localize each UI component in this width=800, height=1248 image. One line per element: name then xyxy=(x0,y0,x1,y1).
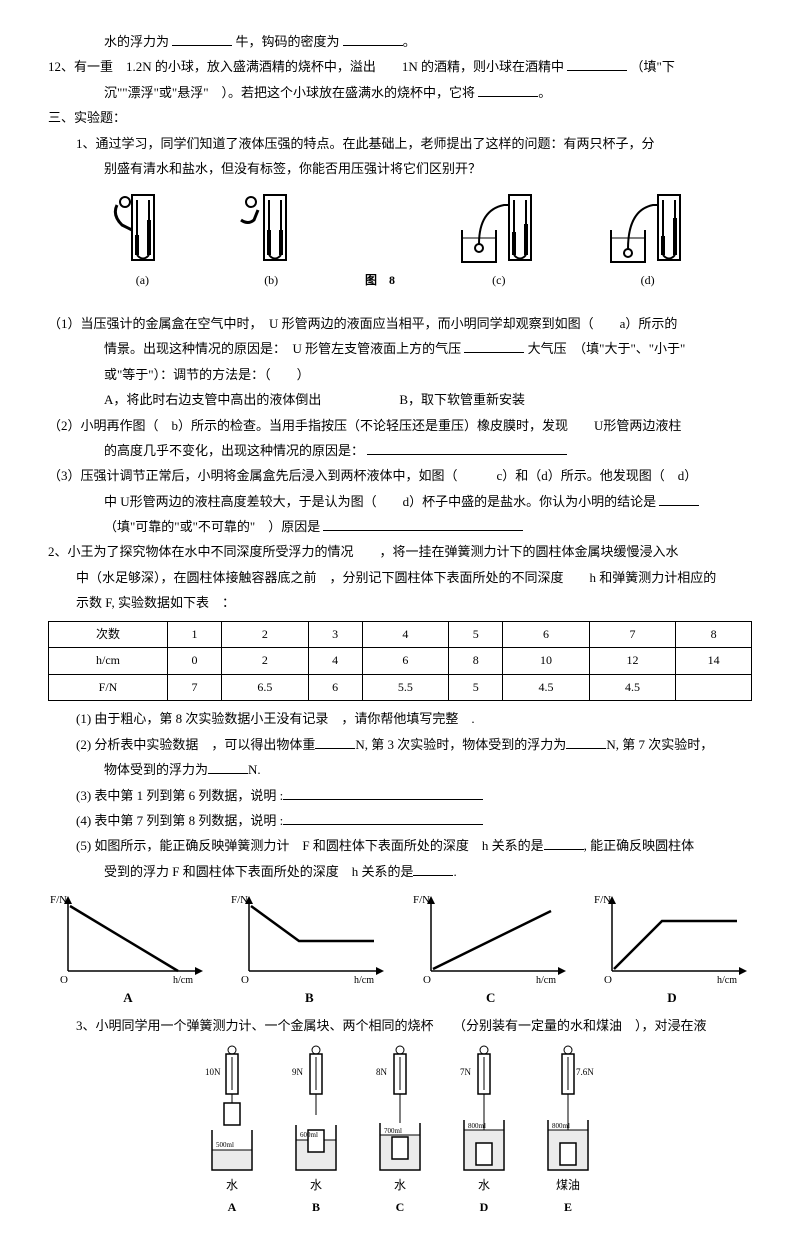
chart-b: F/N h/cm O B xyxy=(229,891,389,1009)
section3-title: 三、实验题： xyxy=(48,106,752,129)
svg-text:h/cm: h/cm xyxy=(354,975,374,986)
q3-2c: 示数 F, 实验数据如下表 ： xyxy=(48,591,752,614)
svg-text:F/N: F/N xyxy=(231,894,248,906)
beaker-c: 8N 700ml 水 C xyxy=(370,1045,430,1218)
svg-text:F/N: F/N xyxy=(413,894,430,906)
svg-text:O: O xyxy=(423,974,431,986)
beaker-d: 7N 800ml 水 D xyxy=(454,1045,514,1218)
q3-1-1b: 情景。出现这种情况的原因是： U 形管左支管液面上方的气压 大气压 （填"大于"… xyxy=(48,337,752,360)
q3-1-3b: 中 U形管两边的液柱高度差较大，于是认为图（ d）杯子中盛的是盐水。你认为小明的… xyxy=(48,490,752,513)
svg-text:9N: 9N xyxy=(292,1067,304,1077)
svg-text:800ml: 800ml xyxy=(552,1122,570,1130)
table-row-header: 次数12345678 xyxy=(49,621,752,648)
q3-2-3: (3) 表中第 1 列到第 6 列数据，说明 : xyxy=(48,784,752,807)
q3-2: 2、小王为了探究物体在水中不同深度所受浮力的情况 ，将一挂在弹簧测力计下的圆柱体… xyxy=(48,540,752,563)
blank[interactable] xyxy=(323,517,523,531)
text2: 牛，钩码的密度为 xyxy=(236,34,340,49)
chart-d: F/N h/cm O D xyxy=(592,891,752,1009)
blank[interactable] xyxy=(566,735,606,749)
svg-text:O: O xyxy=(241,974,249,986)
diagram-a: (a) xyxy=(107,190,177,292)
q3-2-2d: 物体受到的浮力为N. xyxy=(48,758,752,781)
q3-2-2: (2) 分析表中实验数据 ，可以得出物体重N, 第 3 次实验时，物体受到的浮力… xyxy=(48,733,752,756)
blank[interactable] xyxy=(172,32,232,46)
beaker-e: 7.6N 800ml 煤油 E xyxy=(538,1045,598,1218)
blank[interactable] xyxy=(413,862,453,876)
blank[interactable] xyxy=(208,760,248,774)
svg-text:F/N: F/N xyxy=(594,894,611,906)
q3-2-5: (5) 如图所示，能正确反映弹簧测力计 F 和圆柱体下表面所处的深度 h 关系的… xyxy=(48,834,752,857)
q3-1-3c: （填"可靠的"或"不可靠的" ）原因是 xyxy=(48,515,752,538)
q3-2-4: (4) 表中第 7 列到第 8 列数据，说明 : xyxy=(48,809,752,832)
svg-text:700ml: 700ml xyxy=(384,1127,402,1135)
q3-1-2b: 的高度几乎不变化，出现这种情况的原因是： xyxy=(48,439,752,462)
q3-1-line1: 1、通过学习，同学们知道了液体压强的特点。在此基础上，老师提出了这样的问题：有两… xyxy=(48,132,752,155)
blank[interactable] xyxy=(659,492,699,506)
svg-text:O: O xyxy=(604,974,612,986)
fn-h-charts: F/N h/cm O A F/N h/cm O B F/N h/cm O xyxy=(48,891,752,1009)
text: 水的浮力为 xyxy=(104,34,169,49)
blank[interactable] xyxy=(464,339,524,353)
q12-line1: 12、有一重 1.2N 的小球，放入盛满酒精的烧杯中，溢出 1N 的酒精，则小球… xyxy=(48,55,752,78)
svg-text:800ml: 800ml xyxy=(468,1122,486,1130)
q3-2-5c: 受到的浮力 F 和圆柱体下表面所处的深度 h 关系的是. xyxy=(48,860,752,883)
svg-text:600ml: 600ml xyxy=(300,1131,318,1139)
q3-3: 3、小明同学用一个弹簧测力计、一个金属块、两个相同的烧杯 （分别装有一定量的水和… xyxy=(48,1014,752,1037)
table-row-depth: h/cm02468101214 xyxy=(49,648,752,675)
svg-text:h/cm: h/cm xyxy=(717,975,737,986)
q3-1-1: （1）当压强计的金属盒在空气中时， U 形管两边的液面应当相平，而小明同学却观察… xyxy=(48,312,752,335)
table-row-force: F/N76.565.554.54.5 xyxy=(49,674,752,701)
diagram-label-mid: 图 8 xyxy=(365,270,395,292)
blank[interactable] xyxy=(544,836,584,850)
blank[interactable] xyxy=(283,811,483,825)
q3-1-1d: 或"等于"）：调节的方法是：（ ） xyxy=(48,363,752,386)
diagram-d: (d) xyxy=(603,190,693,292)
beaker-b: 9N 600ml 水 B xyxy=(286,1045,346,1218)
q12-line2: 沉""漂浮"或"悬浮" ）。若把这个小球放在盛满水的烧杯中，它将 。 xyxy=(48,81,752,104)
beaker-experiments: 10N 500ml 水 A 9N 600ml 水 B xyxy=(48,1045,752,1218)
diagram-c: (c) xyxy=(454,190,544,292)
beaker-a: 10N 500ml 水 A xyxy=(202,1045,262,1218)
chart-c: F/N h/cm O C xyxy=(411,891,571,1009)
q11-tail: 水的浮力为 牛，钩码的密度为 。 xyxy=(48,30,752,53)
pressure-gauge-diagrams: (a) (b) 图 8 (c) xyxy=(78,190,722,292)
diagram-b: (b) xyxy=(236,190,306,292)
blank[interactable] xyxy=(315,735,355,749)
q3-1-2: （2）小明再作图（ b）所示的检查。当用手指按压（不论轻压还是重压）橡皮膜时，发… xyxy=(48,414,752,437)
experiment-data-table: 次数12345678 h/cm02468101214 F/N76.565.554… xyxy=(48,621,752,702)
svg-text:O: O xyxy=(60,974,68,986)
svg-text:8N: 8N xyxy=(376,1067,388,1077)
chart-a: F/N h/cm O A xyxy=(48,891,208,1009)
q3-2-1: (1) 由于粗心，第 8 次实验数据小王没有记录 ，请你帮他填写完整 . xyxy=(48,707,752,730)
svg-text:h/cm: h/cm xyxy=(173,975,193,986)
q3-1-1e: A，将此时右边支管中高出的液体倒出 B，取下软管重新安装 xyxy=(48,388,752,411)
q3-1-3: （3）压强计调节正常后，小明将金属盒先后浸入到两杯液体中，如图（ c）和（d）所… xyxy=(48,464,752,487)
svg-text:h/cm: h/cm xyxy=(536,975,556,986)
svg-text:7N: 7N xyxy=(460,1067,472,1077)
blank[interactable] xyxy=(478,83,538,97)
svg-text:F/N: F/N xyxy=(50,894,67,906)
blank[interactable] xyxy=(567,57,627,71)
q3-1-line2: 别盛有清水和盐水，但没有标签，你能否用压强计将它们区别开？ xyxy=(48,157,752,180)
blank[interactable] xyxy=(367,441,567,455)
blank2[interactable] xyxy=(343,32,403,46)
q3-2b: 中（水足够深），在圆柱体接触容器底之前 ，分别记下圆柱体下表面所处的不同深度 h… xyxy=(48,566,752,589)
svg-text:10N: 10N xyxy=(205,1067,221,1077)
svg-text:500ml: 500ml xyxy=(216,1141,234,1149)
svg-text:7.6N: 7.6N xyxy=(576,1067,594,1077)
blank[interactable] xyxy=(283,786,483,800)
